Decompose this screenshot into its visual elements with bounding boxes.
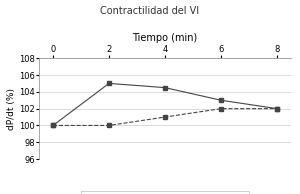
Line: -■- Suero-anti-β₁-EC: -■- Suero-anti-β₁-EC: [51, 106, 279, 128]
-■- Suero-anti-β₁-EC: [219, 107, 223, 110]
- ■ - Control: [219, 99, 223, 101]
Text: Contractilidad del VI: Contractilidad del VI: [100, 6, 200, 16]
- ■ - Control: [275, 107, 279, 110]
- ■ - Control: [163, 87, 167, 89]
-■- Suero-anti-β₁-EC: [51, 124, 55, 127]
Y-axis label: dP/dt (%): dP/dt (%): [7, 88, 16, 130]
- ■ - Control: [107, 82, 111, 85]
-■- Suero-anti-β₁-EC: [275, 107, 279, 110]
X-axis label: Tiempo (min): Tiempo (min): [132, 33, 198, 43]
-■- Suero-anti-β₁-EC: [107, 124, 111, 127]
Line: - ■ - Control: - ■ - Control: [51, 81, 279, 128]
- ■ - Control: [51, 124, 55, 127]
Legend: - ■ - Control, -■- Suero-anti-β₁-EC: - ■ - Control, -■- Suero-anti-β₁-EC: [81, 191, 249, 194]
-■- Suero-anti-β₁-EC: [163, 116, 167, 118]
